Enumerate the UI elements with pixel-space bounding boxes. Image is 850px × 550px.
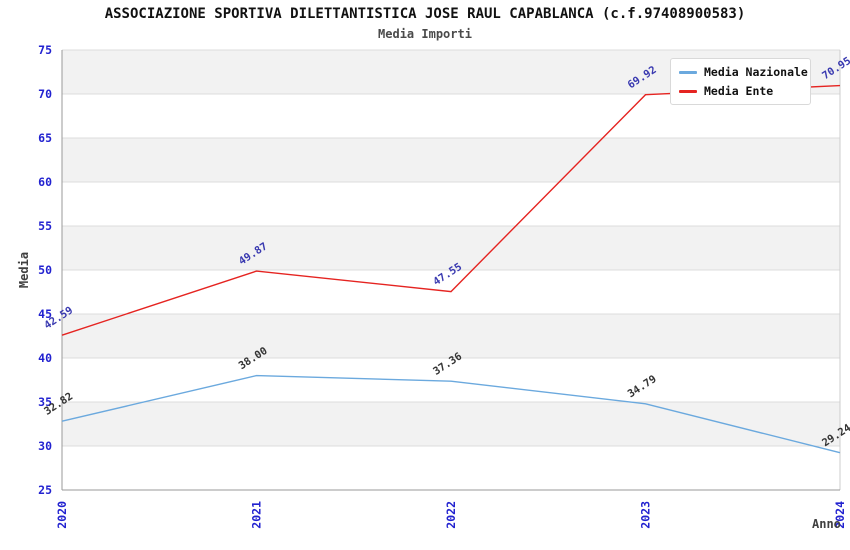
y-tick-label: 35 bbox=[38, 395, 52, 409]
y-tick-label: 25 bbox=[38, 483, 52, 497]
legend-swatch-media-ente bbox=[679, 89, 697, 93]
plot-band bbox=[62, 138, 840, 182]
x-tick-label: 2021 bbox=[250, 501, 264, 529]
x-tick-label: 2024 bbox=[833, 501, 847, 529]
y-tick-label: 50 bbox=[38, 263, 52, 277]
y-tick-label: 55 bbox=[38, 219, 52, 233]
legend-label-media-ente: Media Ente bbox=[704, 84, 774, 98]
data-label: 34.79 bbox=[626, 373, 659, 400]
x-tick-label: 2020 bbox=[55, 501, 69, 529]
y-axis-label: Media bbox=[17, 251, 31, 289]
y-tick-label: 30 bbox=[38, 439, 52, 453]
chart-subtitle: Media Importi bbox=[378, 27, 472, 41]
legend-item-media-nazionale: Media Nazionale bbox=[679, 65, 808, 79]
series-line-media-nazionale bbox=[61, 374, 841, 454]
x-tick-label: 2023 bbox=[639, 501, 653, 529]
x-tick-label: 2022 bbox=[444, 501, 458, 529]
y-tick-label: 60 bbox=[38, 175, 52, 189]
y-tick-label: 45 bbox=[38, 307, 52, 321]
y-tick-label: 40 bbox=[38, 351, 52, 365]
series-line-media-ente bbox=[61, 84, 841, 336]
y-tick-label: 65 bbox=[38, 131, 52, 145]
legend-swatch-media-nazionale bbox=[679, 70, 697, 74]
y-tick-label: 70 bbox=[38, 87, 52, 101]
x-axis-label: Anno bbox=[812, 517, 841, 531]
plot-band bbox=[62, 226, 840, 270]
plot-band bbox=[62, 314, 840, 358]
y-tick-label: 75 bbox=[38, 43, 52, 57]
legend-item-media-ente: Media Ente bbox=[679, 84, 802, 98]
legend: Media Nazionale Media Ente bbox=[670, 58, 811, 105]
plot-band bbox=[62, 402, 840, 446]
legend-label-media-nazionale: Media Nazionale bbox=[704, 65, 808, 79]
chart-title: ASSOCIAZIONE SPORTIVA DILETTANTISTICA JO… bbox=[104, 6, 746, 22]
